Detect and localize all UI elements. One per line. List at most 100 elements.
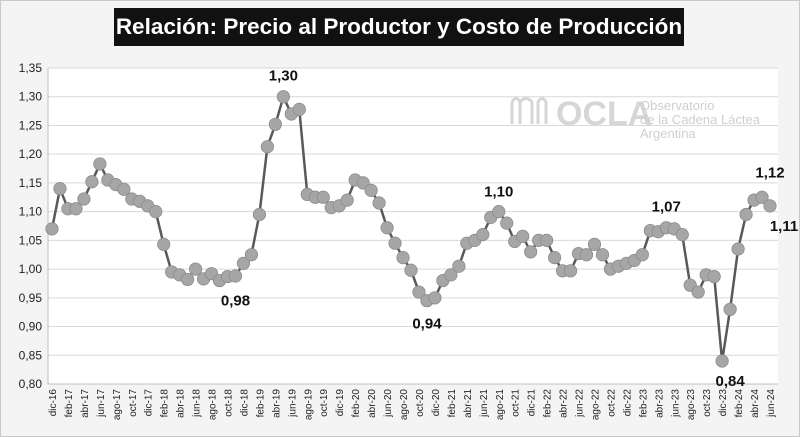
x-tick-label: jun-20: [383, 389, 394, 418]
x-tick-label: ago-23: [686, 389, 697, 421]
watermark-line1: Observatorio: [640, 98, 714, 113]
x-tick-label: ago-22: [590, 389, 601, 421]
x-tick-label: abr-24: [750, 389, 761, 418]
data-point: [45, 222, 59, 236]
x-tick-label: dic-20: [431, 389, 442, 417]
data-point: [117, 182, 131, 196]
data-point: [428, 291, 442, 305]
x-tick-label: jun-22: [575, 389, 586, 418]
x-tick-label: jun-21: [479, 389, 490, 418]
x-tick-label: oct-17: [128, 389, 139, 417]
data-point: [635, 248, 649, 262]
x-tick-label: jun-19: [287, 389, 298, 418]
y-tick-label: 1,35: [19, 61, 43, 75]
x-tick-label: oct-22: [606, 389, 617, 417]
x-tick-label: abr-21: [463, 389, 474, 418]
x-tick-label: oct-23: [702, 389, 713, 417]
data-point: [372, 196, 386, 210]
data-point: [77, 192, 91, 206]
data-point: [595, 248, 610, 262]
y-axis-ticks: 0,80 0,85 0,90 0,95 1,00 1,05 1,10 1,15 1,20 1,25…: [19, 61, 43, 391]
x-tick-label: dic-17: [144, 389, 155, 417]
data-point: [675, 228, 689, 242]
x-tick-label: abr-19: [271, 389, 282, 418]
x-tick-label: oct-19: [319, 389, 330, 417]
data-label: 0,98: [221, 293, 250, 310]
data-point: [476, 228, 490, 242]
x-tick-label: abr-22: [559, 389, 570, 418]
x-tick-label: ago-21: [495, 389, 506, 421]
data-point: [268, 117, 282, 131]
x-tick-label: feb-24: [734, 389, 745, 418]
x-axis-ticks: dic-16 feb-17 abr-17 jun-17 ago-17 oct-17 dic-…: [48, 389, 777, 421]
data-point: [53, 182, 67, 196]
data-point: [707, 269, 721, 284]
y-tick-label: 1,20: [19, 147, 43, 161]
x-tick-label: ago-20: [399, 389, 410, 421]
x-tick-label: jun-23: [670, 389, 681, 418]
data-point: [252, 207, 267, 222]
data-point: [547, 251, 562, 265]
data-point: [380, 221, 394, 235]
x-tick-label: dic-18: [239, 389, 250, 417]
x-tick-label: feb-20: [351, 389, 362, 418]
x-tick-label: dic-21: [527, 389, 538, 417]
y-tick-label: 1,05: [19, 233, 43, 247]
data-point: [292, 102, 306, 116]
data-label: 1,30: [269, 68, 298, 85]
data-label: 0,94: [412, 316, 442, 333]
data-point: [316, 190, 330, 204]
data-label: 0,84: [716, 373, 746, 390]
x-tick-label: feb-17: [64, 389, 75, 418]
x-tick-label: abr-18: [176, 389, 187, 418]
x-tick-label: abr-23: [654, 389, 665, 418]
y-tick-label: 1,30: [19, 90, 43, 104]
x-tick-label: jun-18: [192, 389, 203, 418]
data-point: [388, 236, 402, 250]
watermark-line2: de la Cadena Láctea: [640, 112, 761, 127]
data-point: [276, 90, 290, 104]
series-ratio: [45, 90, 777, 368]
data-point: [524, 245, 538, 259]
data-point: [755, 190, 769, 204]
y-tick-label: 0,80: [19, 377, 43, 391]
x-tick-label: ago-18: [208, 389, 219, 421]
data-point: [739, 207, 753, 222]
data-point: [396, 251, 410, 265]
data-point: [444, 268, 458, 282]
data-point: [260, 140, 274, 154]
x-tick-label: oct-20: [415, 389, 426, 417]
data-point: [93, 157, 107, 171]
data-point: [181, 272, 195, 287]
data-label: 1,10: [484, 184, 513, 201]
data-point: [579, 248, 594, 262]
x-tick-label: feb-22: [543, 389, 554, 418]
data-point: [516, 229, 530, 243]
data-point: [157, 237, 171, 251]
data-point: [244, 248, 259, 262]
data-point: [189, 262, 203, 276]
data-labels: 1,30 0,98 1,10 0,94 1,07 0,84 1,12 1,11: [221, 68, 798, 390]
data-point: [563, 264, 578, 278]
x-tick-label: abr-17: [80, 389, 91, 418]
watermark-line3: Argentina: [640, 126, 696, 141]
ocla-logo-text: OCLA: [556, 95, 652, 133]
data-point: [500, 216, 514, 230]
data-point: [404, 263, 418, 277]
ocla-logo-mark: [510, 97, 548, 124]
x-tick-label: ago-17: [112, 389, 123, 421]
data-point: [492, 205, 506, 219]
x-tick-label: feb-19: [255, 389, 266, 418]
x-tick-label: dic-19: [335, 389, 346, 417]
data-label: 1,12: [755, 164, 784, 181]
y-tick-label: 0,95: [19, 291, 43, 305]
data-point: [228, 269, 243, 283]
data-point: [412, 285, 426, 299]
data-point: [452, 259, 466, 273]
y-tick-label: 1,00: [19, 262, 43, 276]
x-tick-label: jun-17: [96, 389, 107, 418]
data-point: [731, 242, 745, 256]
data-point: [587, 237, 602, 251]
data-point: [763, 199, 777, 213]
